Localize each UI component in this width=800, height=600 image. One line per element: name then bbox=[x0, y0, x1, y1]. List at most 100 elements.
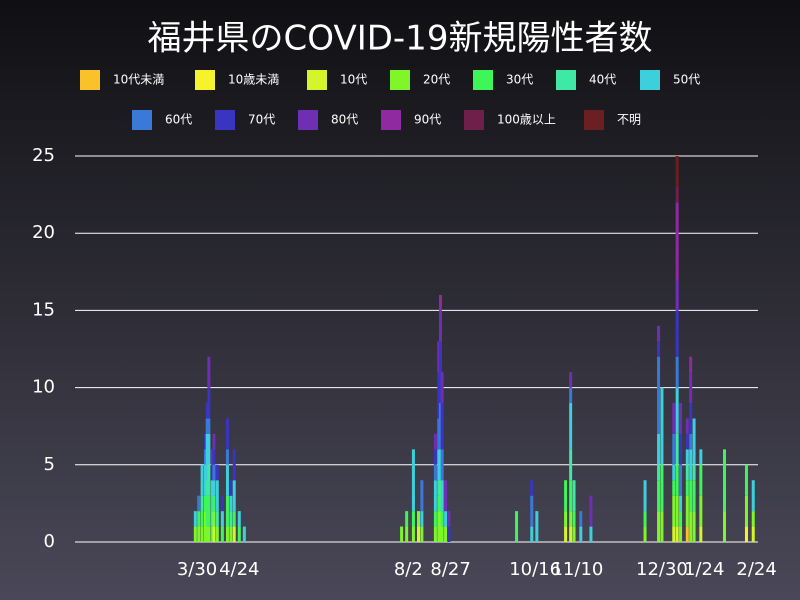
bar-segment bbox=[643, 480, 647, 512]
bar-segment bbox=[579, 511, 583, 527]
bar-segment bbox=[569, 526, 573, 542]
bar-segment bbox=[679, 464, 683, 496]
bar-segment bbox=[210, 511, 214, 527]
legend-label: 不明 bbox=[617, 113, 641, 127]
bar-segment bbox=[205, 480, 209, 496]
bar-segment bbox=[675, 310, 679, 357]
bar-segment bbox=[232, 511, 236, 527]
bar-segment bbox=[203, 464, 207, 496]
bar-segment bbox=[207, 526, 211, 542]
bar-segment bbox=[437, 495, 441, 512]
bar-segment bbox=[433, 526, 437, 542]
legend-swatch bbox=[473, 70, 493, 90]
bar-segment bbox=[203, 511, 207, 542]
legend-swatch bbox=[298, 110, 318, 130]
x-tick-label: 11/10 bbox=[551, 559, 603, 580]
bar-segment bbox=[440, 403, 444, 450]
bar-segment bbox=[657, 356, 661, 434]
bar-segment bbox=[433, 511, 437, 527]
bar-segment bbox=[699, 449, 703, 465]
bar-segment bbox=[400, 526, 404, 542]
legend-swatch bbox=[132, 110, 152, 130]
bar-segment bbox=[215, 464, 219, 481]
bar-segment bbox=[438, 449, 442, 481]
bar-segment bbox=[207, 418, 211, 434]
bar-segment bbox=[569, 511, 573, 527]
bar-segment bbox=[643, 511, 647, 527]
bar-segment bbox=[205, 526, 209, 542]
bar-segment bbox=[657, 433, 661, 465]
bar-segment bbox=[220, 526, 224, 542]
legend-label: 60代 bbox=[165, 113, 192, 127]
legend-swatch bbox=[640, 70, 660, 90]
bar-segment bbox=[685, 433, 689, 450]
bar-segment bbox=[564, 526, 568, 542]
y-tick-label: 20 bbox=[32, 222, 55, 243]
bar-segment bbox=[675, 156, 679, 187]
bar-segment bbox=[579, 526, 583, 542]
bar-segment bbox=[722, 449, 726, 512]
bar-segment bbox=[440, 449, 444, 481]
legend-swatch bbox=[381, 110, 401, 130]
bar-segment bbox=[229, 480, 233, 496]
bar-segment bbox=[212, 433, 216, 450]
bar-segment bbox=[447, 511, 451, 527]
x-tick-label: 4/24 bbox=[219, 559, 259, 580]
legend-label: 40代 bbox=[589, 73, 616, 87]
bar-segment bbox=[685, 418, 689, 434]
bar-segment bbox=[411, 511, 415, 527]
bar-segment bbox=[205, 403, 209, 419]
bar-segment bbox=[660, 511, 664, 542]
bar-segment bbox=[193, 511, 197, 527]
bar-segment bbox=[212, 511, 216, 527]
legend-label: 90代 bbox=[414, 113, 441, 127]
bar-segment bbox=[692, 480, 696, 512]
bar-segment bbox=[569, 372, 573, 388]
bar-segment bbox=[444, 511, 448, 527]
legend-label: 30代 bbox=[506, 73, 533, 87]
bar-segment bbox=[672, 433, 676, 465]
bar-segment bbox=[197, 526, 201, 542]
bar-segment bbox=[722, 511, 726, 542]
y-tick-label: 5 bbox=[44, 454, 55, 475]
x-tick-label: 8/27 bbox=[430, 559, 470, 580]
bar-segment bbox=[438, 341, 442, 404]
bar-segment bbox=[433, 480, 437, 512]
bar-segment bbox=[692, 464, 696, 481]
bar-segment bbox=[657, 464, 661, 481]
bar-segment bbox=[564, 480, 568, 512]
bar-segment bbox=[685, 495, 689, 527]
bar-segment bbox=[589, 526, 593, 542]
bar-segment bbox=[440, 480, 444, 512]
bar-segment bbox=[657, 325, 661, 342]
bar-segment bbox=[564, 511, 568, 527]
bar-segment bbox=[679, 403, 683, 434]
legend-swatch bbox=[80, 70, 100, 90]
bar-segment bbox=[437, 341, 441, 373]
bar-segment bbox=[699, 464, 703, 496]
bar-segment bbox=[643, 526, 647, 542]
bar-segment bbox=[679, 511, 683, 527]
bar-segment bbox=[203, 433, 207, 450]
y-tick-label: 15 bbox=[32, 299, 55, 320]
bar-segment bbox=[437, 418, 441, 450]
bar-segment bbox=[232, 449, 236, 481]
bar-segment bbox=[197, 511, 201, 527]
legend-label: 10代未満 bbox=[113, 73, 164, 87]
bar-segment bbox=[405, 526, 409, 542]
bar-segment bbox=[210, 449, 214, 465]
bar-segment bbox=[205, 418, 209, 434]
bar-segment bbox=[675, 387, 679, 434]
bar-segment bbox=[589, 495, 593, 527]
bar-segment bbox=[200, 464, 204, 496]
bar-segment bbox=[205, 495, 209, 527]
bar-segment bbox=[215, 480, 219, 512]
bar-segment bbox=[569, 387, 573, 404]
bar-segment bbox=[215, 511, 219, 527]
bar-segment bbox=[675, 202, 679, 280]
bar-segment bbox=[744, 495, 748, 527]
chart-title: 福井県のCOVID-19新規陽性者数 bbox=[148, 19, 653, 59]
